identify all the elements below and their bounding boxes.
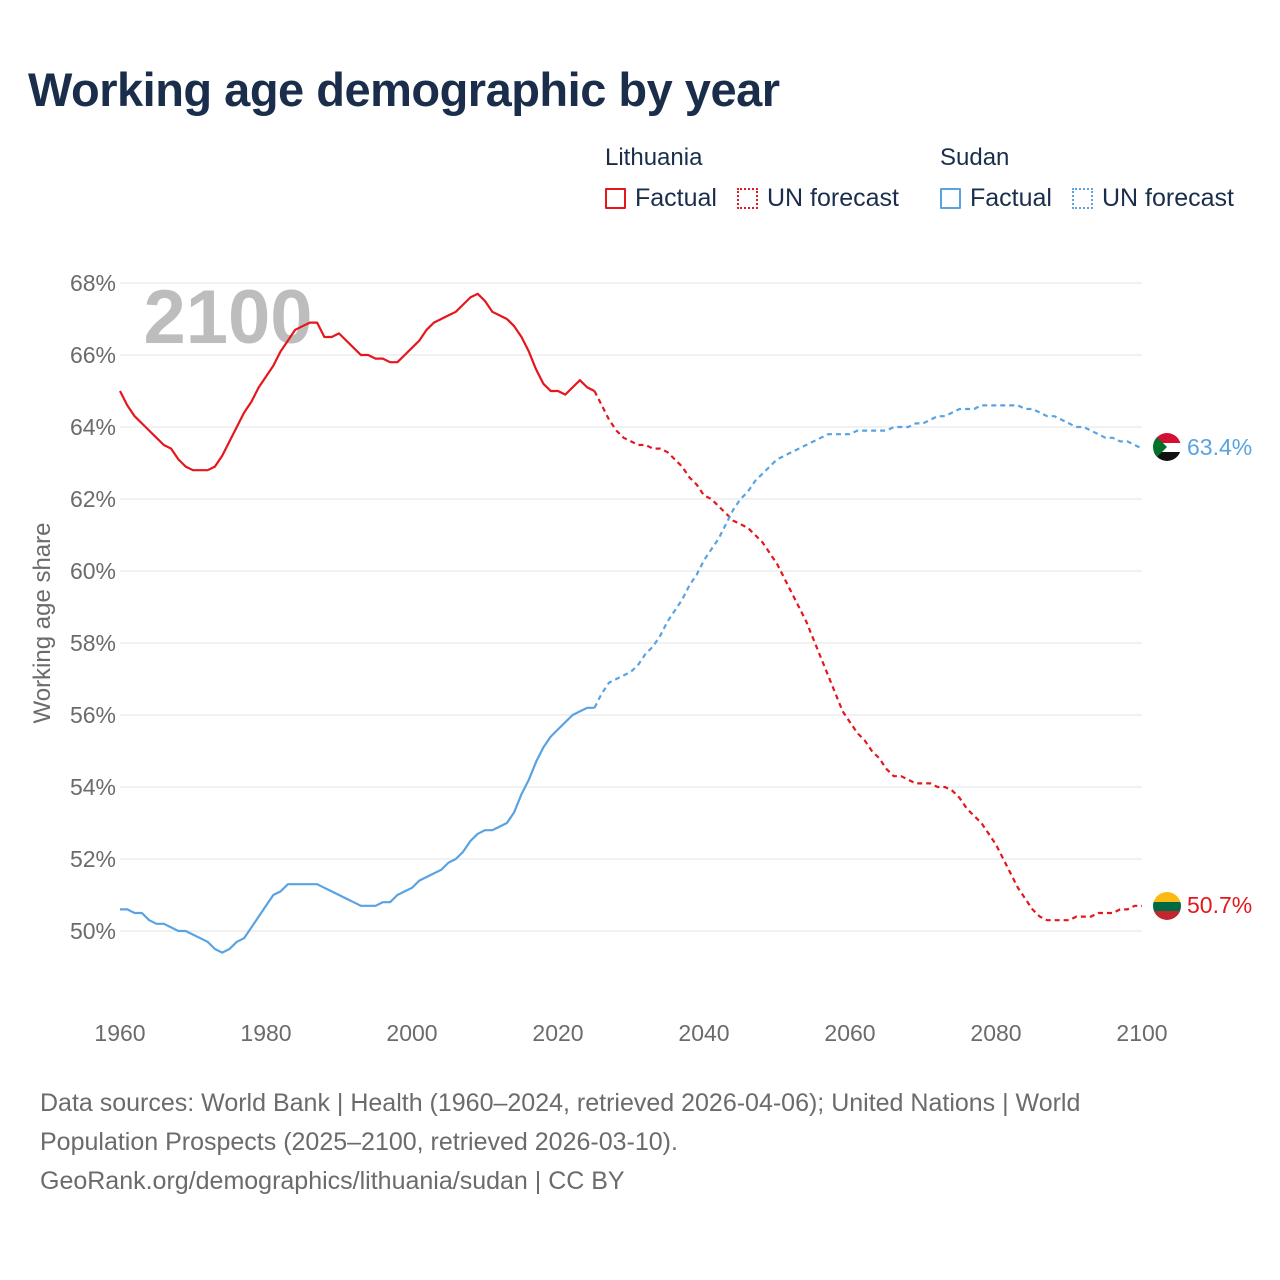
legend-lithuania-factual[interactable]: Factual — [605, 184, 717, 213]
legend-swatch-dotted — [737, 188, 758, 209]
series — [119, 292, 1143, 954]
legend-swatch-solid — [605, 188, 626, 209]
y-tick-label: 56% — [70, 702, 116, 728]
lithuania-factual-line[interactable] — [119, 292, 595, 472]
chart-title: Working age demographic by year — [28, 63, 780, 116]
y-tick-label: 64% — [70, 414, 116, 440]
footer-attribution[interactable]: GeoRank.org/demographics/lithuania/sudan… — [40, 1167, 625, 1195]
y-tick-label: 54% — [70, 774, 116, 800]
legend-label: UN forecast — [767, 184, 899, 212]
x-tick-label: 2060 — [824, 1020, 875, 1046]
legend-lithuania-forecast[interactable]: UN forecast — [737, 184, 899, 213]
footer-sources-line-2: Population Prospects (2025–2100, retriev… — [40, 1128, 678, 1156]
sudan-forecast-line[interactable] — [593, 404, 1143, 709]
grid — [120, 282, 1142, 932]
legend-sudan-forecast[interactable]: UN forecast — [1072, 184, 1234, 213]
y-tick-label: 60% — [70, 558, 116, 584]
year-watermark: 2100 — [143, 275, 312, 360]
line-chart: 50% 52% 54% 56% 58% 60% 62% 64% 66% 68% 1960 1980 20… — [29, 270, 1252, 1046]
legend-group-sudan: Sudan — [940, 144, 1010, 171]
x-tick-label: 2080 — [970, 1020, 1021, 1046]
x-tick-label: 1980 — [240, 1020, 291, 1046]
y-tick-label: 58% — [70, 630, 116, 656]
y-tick-label: 52% — [70, 846, 116, 872]
y-axis-title: Working age share — [29, 523, 56, 724]
y-tick-label: 50% — [70, 918, 116, 944]
y-tick-label: 66% — [70, 342, 116, 368]
legend-label: Factual — [635, 184, 717, 212]
legend-group-lithuania: Lithuania — [605, 144, 703, 171]
lithuania-end-label: 50.7% — [1187, 892, 1252, 918]
y-tick-label: 62% — [70, 486, 116, 512]
axes: 50% 52% 54% 56% 58% 60% 62% 64% 66% 68% 1960 1980 20… — [70, 270, 1168, 1046]
x-tick-label: 2000 — [386, 1020, 437, 1046]
legend-label: Factual — [970, 184, 1052, 212]
footer-sources-line-1: Data sources: World Bank | Health (1960–… — [40, 1089, 1081, 1117]
lithuania-forecast-line[interactable] — [593, 390, 1143, 922]
lithuania-flag-icon — [1153, 892, 1181, 920]
legend-sudan-factual[interactable]: Factual — [940, 184, 1052, 213]
legend-swatch-solid — [940, 188, 961, 209]
sudan-flag-icon — [1153, 433, 1181, 461]
x-tick-label: 1960 — [94, 1020, 145, 1046]
legend-label: UN forecast — [1102, 184, 1234, 212]
y-tick-label: 68% — [70, 270, 116, 296]
sudan-factual-line[interactable] — [120, 706, 595, 954]
x-tick-label: 2040 — [678, 1020, 729, 1046]
x-tick-label: 2100 — [1116, 1020, 1167, 1046]
sudan-end-label: 63.4% — [1187, 434, 1252, 460]
legend-swatch-dotted — [1072, 188, 1093, 209]
x-tick-label: 2020 — [532, 1020, 583, 1046]
